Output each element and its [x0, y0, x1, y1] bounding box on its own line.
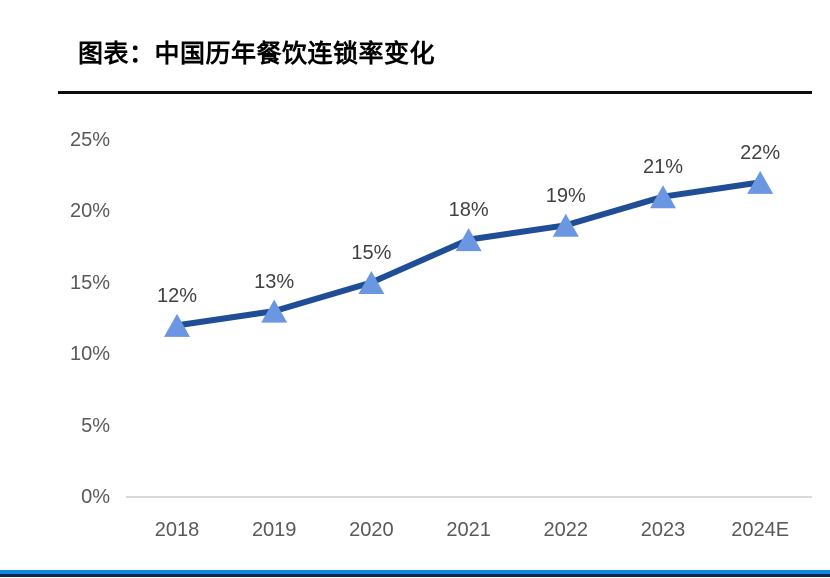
x-axis-tick-label: 2022: [543, 519, 589, 541]
data-point-value-label: 15%: [351, 242, 392, 264]
data-point-value-label: 21%: [642, 156, 684, 179]
y-axis-tick-label: 0%: [81, 486, 110, 508]
x-axis-tick-label: 2023: [640, 519, 686, 541]
data-point-value-label: 22%: [740, 141, 781, 164]
data-point-marker: [455, 228, 482, 252]
title-underline-rule: [58, 91, 812, 94]
chart-title: 图表：中国历年餐饮连锁率变化: [78, 40, 436, 68]
x-axis-tick-label: 2018: [154, 519, 200, 541]
x-axis-tick-label: 2019: [251, 519, 297, 541]
data-point-marker: [358, 271, 385, 294]
footer-accent-bar-shadow: [0, 574, 830, 577]
footer-accent-bar: [0, 570, 830, 574]
x-axis-tick-label: 2021: [446, 519, 491, 541]
data-point-marker: [552, 213, 579, 237]
data-point-marker: [747, 170, 774, 194]
y-axis-tick-label: 15%: [69, 271, 110, 294]
data-point-value-label: 13%: [254, 270, 295, 293]
data-point-marker: [650, 185, 676, 209]
y-axis-tick-label: 10%: [69, 343, 110, 365]
y-axis-tick-label: 25%: [69, 128, 110, 151]
x-axis-tick-label: 2020: [349, 519, 394, 541]
data-point-marker: [164, 313, 190, 337]
data-point-value-label: 18%: [448, 199, 489, 222]
x-axis-tick-label: 2024E: [731, 519, 790, 541]
data-point-value-label: 19%: [545, 184, 586, 207]
y-axis-tick-label: 5%: [81, 414, 110, 437]
y-axis-tick-label: 20%: [69, 200, 110, 222]
data-point-marker: [261, 299, 288, 323]
data-point-value-label: 12%: [156, 284, 198, 307]
